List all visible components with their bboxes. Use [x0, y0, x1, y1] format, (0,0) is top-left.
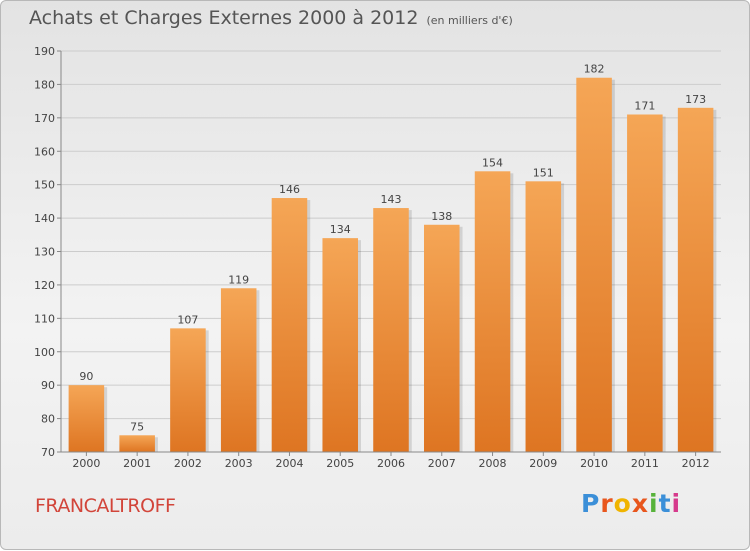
logo-letter: r — [600, 489, 614, 518]
data-label: 119 — [228, 273, 249, 286]
data-label: 173 — [685, 93, 706, 106]
x-tick-label: 2002 — [174, 457, 202, 470]
bar — [220, 288, 257, 452]
chart-title: Achats et Charges Externes 2000 à 2012 (e… — [29, 7, 513, 29]
data-label: 138 — [431, 210, 452, 223]
x-tick-label: 2011 — [631, 457, 659, 470]
commune-name: FRANCALTROFF — [35, 495, 176, 517]
x-tick-labels: 2000 2001 2002 2003 2004 2005 2006 2007 2008 2009… — [72, 452, 710, 470]
bars — [68, 77, 717, 453]
data-label: 143 — [381, 193, 402, 206]
y-tick-label: 110 — [34, 312, 55, 325]
bar — [424, 224, 460, 452]
bar — [271, 198, 308, 452]
x-tick-label: 2004 — [275, 457, 303, 470]
data-label: 171 — [634, 99, 655, 112]
bar — [677, 107, 714, 452]
data-labels: 90 75 107 119 146 134 143 138 154 151 182 171 173 — [79, 63, 706, 434]
y-tick-label: 70 — [41, 446, 55, 459]
y-tick-label: 130 — [34, 246, 55, 259]
axes — [60, 51, 721, 453]
x-tick-label: 2005 — [326, 457, 354, 470]
data-label: 134 — [330, 223, 351, 236]
bar — [525, 181, 562, 452]
data-label: 146 — [279, 183, 300, 196]
y-tick-label: 120 — [34, 279, 55, 292]
data-label: 151 — [533, 166, 554, 179]
logo-letter: i — [671, 489, 682, 518]
x-tick-label: 2007 — [428, 457, 456, 470]
data-label: 90 — [79, 370, 93, 383]
y-tick-label: 90 — [41, 379, 55, 392]
bar — [474, 171, 511, 453]
bar — [119, 435, 155, 452]
logo-letter: x — [631, 489, 649, 518]
x-tick-label: 2001 — [123, 457, 151, 470]
bar — [170, 328, 206, 452]
bar — [576, 77, 612, 452]
bar — [68, 385, 105, 452]
logo-letter: o — [613, 489, 632, 518]
y-tick-label: 160 — [34, 145, 55, 158]
y-tick-label: 170 — [34, 112, 55, 125]
x-tick-label: 2008 — [479, 457, 507, 470]
x-tick-label: 2000 — [72, 457, 100, 470]
data-label: 154 — [482, 156, 503, 169]
data-label: 107 — [177, 313, 198, 326]
y-tick-label: 140 — [34, 212, 55, 225]
bar — [627, 114, 663, 452]
y-tick-label: 100 — [34, 346, 55, 359]
y-tick-label: 150 — [34, 179, 55, 192]
title-unit: (en milliers d'€) — [426, 14, 513, 27]
logo-letter: i — [649, 489, 659, 518]
x-tick-label: 2010 — [580, 457, 608, 470]
x-tick-label: 2006 — [377, 457, 405, 470]
y-tick-label: 190 — [34, 45, 55, 58]
bar — [322, 238, 358, 452]
bar — [373, 208, 409, 452]
data-label: 182 — [584, 63, 605, 76]
x-tick-label: 2009 — [529, 457, 557, 470]
data-label: 75 — [130, 420, 144, 433]
logo-letter: t — [658, 489, 672, 518]
proxiti-logo: Proxiti — [581, 489, 681, 518]
title-text: Achats et Charges Externes 2000 à 2012 — [29, 7, 419, 29]
x-tick-label: 2003 — [225, 457, 253, 470]
logo-letter: P — [581, 489, 601, 518]
y-tick-label: 80 — [41, 413, 55, 426]
x-tick-label: 2012 — [682, 457, 710, 470]
y-tick-label: 180 — [34, 78, 55, 91]
y-tick-labels: 70 80 90 100 110 120 130 140 150 160 170 180 190 — [34, 45, 55, 459]
